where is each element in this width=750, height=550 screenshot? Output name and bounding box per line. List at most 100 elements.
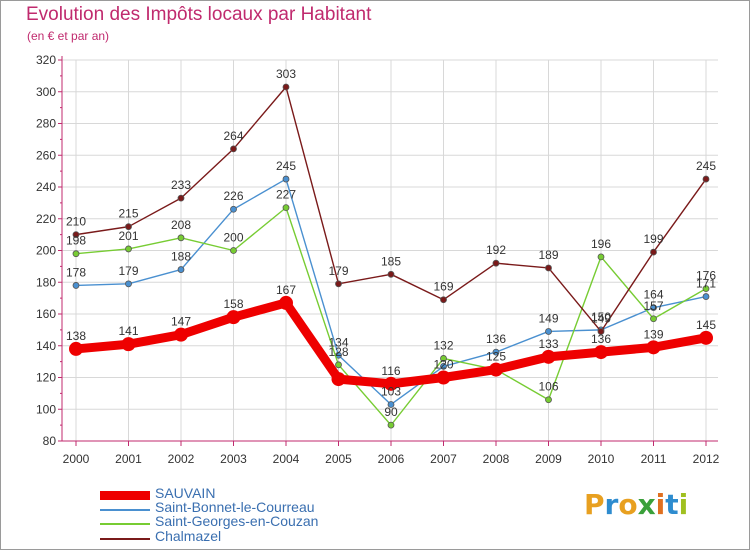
y-tick-label: 100 [36, 402, 56, 416]
data-label: 200 [223, 231, 243, 245]
data-label: 192 [486, 243, 506, 257]
data-label: 128 [328, 345, 348, 359]
x-tick-label: 2005 [325, 452, 352, 466]
data-point [282, 175, 290, 183]
data-point [489, 362, 503, 377]
y-tick-label: 80 [43, 434, 57, 448]
x-tick-label: 2006 [378, 452, 405, 466]
data-label: 189 [538, 248, 558, 262]
data-point [335, 280, 342, 288]
data-point [177, 266, 185, 273]
data-point [650, 315, 657, 323]
x-tick-label: 2009 [535, 452, 562, 466]
data-label: 198 [66, 234, 86, 248]
data-point [545, 264, 552, 272]
data-point [230, 145, 237, 153]
data-label: 179 [328, 264, 348, 278]
data-point [121, 337, 136, 352]
data-label: 139 [643, 327, 663, 341]
data-point [387, 401, 395, 408]
legend-label: SAUVAIN [155, 485, 216, 501]
data-point [440, 355, 447, 362]
data-label: 169 [433, 280, 453, 294]
chart-title: Evolution des Impôts locaux par Habitant [26, 4, 372, 25]
data-point [436, 370, 451, 385]
data-label: 158 [223, 297, 243, 311]
data-point [125, 245, 132, 253]
data-point [72, 231, 80, 239]
data-label: 245 [696, 159, 716, 173]
y-tick-label: 200 [36, 244, 56, 258]
data-label: 132 [433, 338, 453, 352]
data-label: 233 [171, 178, 191, 192]
data-label: 147 [171, 315, 191, 329]
data-label: 90 [384, 405, 398, 419]
data-label: 157 [643, 299, 663, 313]
proxiti-logo: Proxiti [584, 488, 689, 521]
data-label: 141 [118, 324, 138, 338]
data-point [177, 194, 185, 202]
data-label: 149 [591, 311, 611, 325]
y-tick-label: 220 [36, 212, 56, 226]
y-tick-label: 160 [36, 307, 56, 321]
data-label: 188 [171, 250, 191, 264]
data-label: 138 [66, 329, 86, 343]
data-label: 196 [591, 237, 611, 251]
data-point [174, 327, 188, 342]
data-point [699, 330, 713, 345]
data-point [440, 296, 447, 304]
data-label: 179 [118, 264, 138, 278]
x-tick-label: 2004 [273, 452, 300, 466]
x-tick-label: 2012 [693, 452, 720, 466]
data-point [125, 223, 132, 231]
y-tick-label: 300 [36, 85, 56, 99]
data-point [702, 285, 710, 293]
chart-subtitle: (en € et par an) [27, 29, 110, 43]
data-point [650, 248, 657, 256]
data-point [650, 304, 657, 312]
data-point [702, 293, 710, 300]
data-point [440, 362, 447, 370]
legend-label: Saint-Georges-en-Couzan [155, 513, 319, 529]
x-tick-label: 2007 [430, 452, 457, 466]
data-label: 136 [486, 332, 506, 346]
data-point [331, 372, 346, 387]
data-label: 176 [696, 269, 716, 283]
data-label: 245 [276, 159, 296, 173]
y-tick-label: 280 [36, 117, 56, 131]
data-label: 208 [171, 218, 191, 232]
data-point [282, 83, 290, 91]
data-point [384, 376, 398, 391]
data-point [230, 205, 237, 213]
data-label: 264 [223, 129, 243, 143]
data-label: 215 [118, 207, 138, 221]
data-label: 116 [381, 364, 400, 378]
data-point [545, 328, 552, 335]
y-tick-label: 320 [36, 53, 56, 67]
x-tick-label: 2011 [641, 452, 667, 466]
legend-swatch [100, 491, 150, 500]
legend-swatch [100, 538, 150, 540]
data-label: 167 [276, 283, 296, 297]
data-label: 136 [591, 332, 611, 346]
data-point [226, 310, 241, 325]
data-label: 303 [276, 67, 296, 81]
data-point [72, 282, 80, 289]
y-tick-label: 260 [36, 148, 56, 162]
data-point [230, 247, 237, 254]
data-point [702, 175, 710, 183]
data-point [335, 361, 342, 369]
y-tick-label: 180 [36, 275, 56, 289]
data-label: 133 [538, 337, 558, 351]
legend-label: Saint-Bonnet-le-Courreau [155, 499, 315, 515]
data-label: 178 [66, 265, 86, 279]
data-label: 150 [591, 310, 611, 324]
legend-swatch [100, 523, 150, 525]
data-point [69, 341, 83, 356]
data-label: 210 [66, 215, 86, 229]
data-label: 171 [696, 277, 716, 291]
x-tick-label: 2010 [588, 452, 615, 466]
data-point [282, 204, 290, 212]
data-label: 199 [643, 232, 663, 246]
